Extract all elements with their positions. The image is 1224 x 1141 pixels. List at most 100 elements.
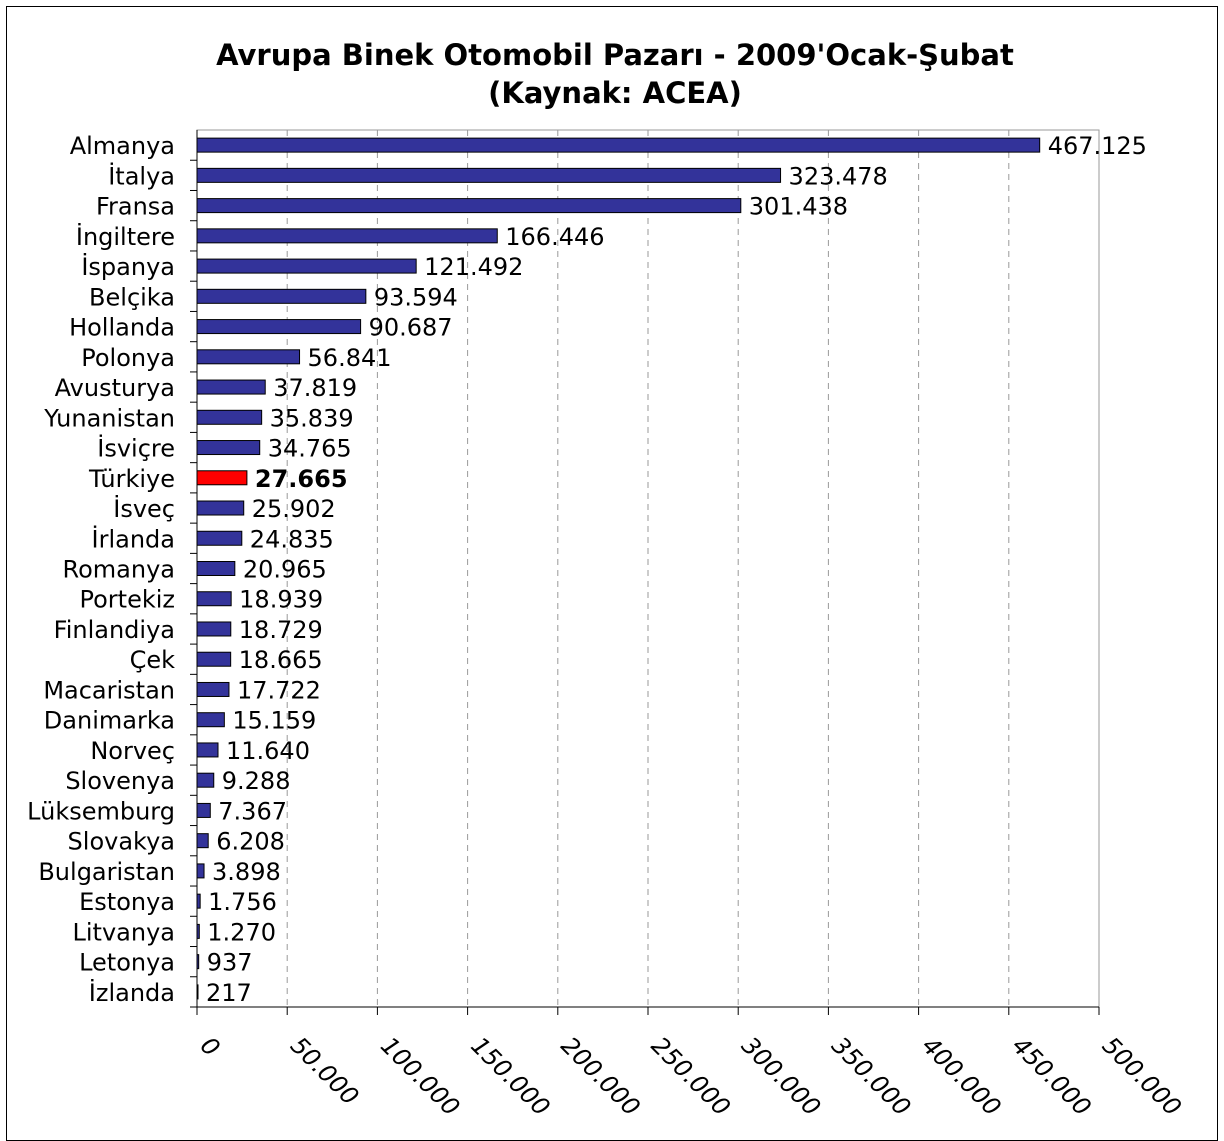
category-label: İngiltere [76, 222, 175, 251]
value-label: 18.729 [239, 616, 323, 644]
value-label: 301.438 [749, 193, 848, 221]
category-label: Danimarka [44, 707, 175, 735]
value-label: 25.902 [252, 495, 336, 523]
value-label: 467.125 [1048, 132, 1147, 160]
value-label: 121.492 [424, 253, 523, 281]
x-tick-label: 100.000 [375, 1031, 465, 1121]
category-label: İzlanda [89, 978, 175, 1007]
value-label: 7.367 [218, 797, 287, 825]
value-label: 9.288 [222, 767, 291, 795]
bar [196, 591, 232, 607]
value-label: 937 [207, 949, 253, 977]
bar [196, 137, 1041, 153]
x-tick-label: 50.000 [285, 1031, 364, 1110]
category-label: Belçika [89, 283, 175, 311]
category-label: Almanya [70, 132, 175, 160]
bar [196, 621, 232, 637]
value-label: 17.722 [237, 676, 321, 704]
category-label: Slovenya [65, 767, 175, 795]
x-tick-label: 500.000 [1097, 1031, 1187, 1121]
chart-title: Avrupa Binek Otomobil Pazarı - 2009'Ocak… [216, 38, 1014, 72]
bar [196, 349, 301, 365]
value-label: 27.665 [255, 465, 348, 493]
bar [196, 893, 201, 909]
value-label: 37.819 [273, 374, 357, 402]
value-label: 93.594 [374, 283, 458, 311]
category-label: Letonya [79, 949, 175, 977]
category-label: Macaristan [43, 676, 175, 704]
x-tick-label: 150.000 [465, 1031, 555, 1121]
bar [196, 984, 199, 1000]
value-label: 1.270 [207, 918, 276, 946]
category-label: Lüksemburg [27, 797, 175, 825]
bar [196, 319, 362, 335]
value-label: 90.687 [369, 314, 453, 342]
category-label: Yunanistan [43, 404, 175, 432]
value-label: 3.898 [212, 858, 281, 886]
x-tick-label: 300.000 [736, 1031, 826, 1121]
bar [196, 470, 248, 486]
category-label: Portekiz [79, 586, 175, 614]
category-label: İtalya [108, 161, 175, 190]
category-label: İspanya [81, 252, 175, 281]
bar [196, 440, 261, 456]
category-label: Türkiye [88, 465, 175, 493]
x-tick-label: 400.000 [916, 1031, 1006, 1121]
value-label: 56.841 [308, 344, 392, 372]
bar [196, 258, 417, 274]
bar [196, 288, 367, 304]
category-label: Estonya [79, 888, 175, 916]
bar [196, 954, 200, 970]
value-label: 20.965 [243, 556, 327, 584]
x-tick-label: 200.000 [556, 1031, 646, 1121]
bar [196, 530, 243, 546]
category-label: Çek [130, 646, 176, 674]
bar [196, 833, 209, 849]
x-tick-label: 450.000 [1007, 1031, 1097, 1121]
bar [196, 742, 219, 758]
value-label: 18.939 [239, 586, 323, 614]
bar [196, 561, 236, 576]
value-label: 217 [206, 979, 252, 1007]
category-label: İsviçre [97, 434, 175, 463]
bar [196, 379, 266, 395]
value-label: 35.839 [270, 404, 354, 432]
value-label: 15.159 [232, 707, 316, 735]
bar [196, 500, 245, 516]
x-tick-label: 350.000 [826, 1031, 916, 1121]
category-label: İrlanda [92, 524, 175, 553]
bar [196, 923, 200, 939]
category-label: Hollanda [69, 314, 175, 342]
bar [196, 409, 263, 425]
chart-title-block: Avrupa Binek Otomobil Pazarı - 2009'Ocak… [0, 36, 1224, 112]
category-label: Fransa [96, 193, 175, 221]
bar [196, 802, 211, 818]
category-label: Slovakya [68, 828, 175, 856]
value-label: 6.208 [216, 828, 285, 856]
category-label: İsveç [113, 494, 175, 523]
category-label: Bulgaristan [38, 858, 175, 886]
bar [196, 198, 742, 214]
value-label: 323.478 [789, 162, 888, 190]
bar [196, 651, 232, 667]
x-tick-label: 250.000 [646, 1031, 736, 1121]
bar [196, 228, 498, 244]
bar [196, 863, 205, 879]
value-label: 34.765 [268, 435, 352, 463]
bar [196, 772, 215, 788]
category-label: Polonya [81, 344, 175, 372]
category-label: Finlandiya [54, 616, 175, 644]
category-label: Litvanya [73, 918, 175, 946]
category-label: Romanya [63, 556, 176, 584]
value-label: 11.640 [226, 737, 310, 765]
value-label: 18.665 [239, 646, 323, 674]
chart-subtitle: (Kaynak: ACEA) [488, 76, 742, 110]
bar [196, 167, 782, 183]
value-label: 1.756 [208, 888, 277, 916]
x-tick-label: 0 [195, 1031, 226, 1062]
category-label: Norveç [90, 737, 175, 765]
value-label: 24.835 [250, 525, 334, 553]
value-label: 166.446 [505, 223, 604, 251]
bar [196, 712, 225, 728]
